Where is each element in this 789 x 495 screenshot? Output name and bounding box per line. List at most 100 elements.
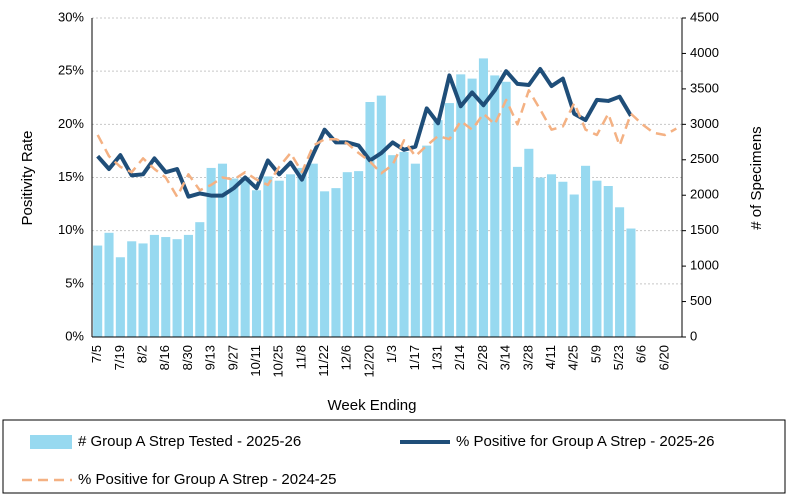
bar bbox=[603, 186, 613, 337]
line-series bbox=[96, 89, 677, 198]
bar bbox=[433, 120, 443, 337]
y2-tick-label: 1000 bbox=[690, 258, 719, 273]
bar bbox=[138, 243, 148, 337]
x-tick-label: 11/22 bbox=[316, 345, 331, 377]
bar bbox=[444, 103, 454, 337]
bar bbox=[581, 165, 591, 337]
bar bbox=[115, 257, 125, 337]
bar bbox=[286, 174, 296, 337]
x-tick-label: 5/23 bbox=[611, 345, 626, 370]
x-tick-label: 2/14 bbox=[452, 345, 467, 370]
bar bbox=[592, 180, 602, 337]
bar bbox=[512, 166, 523, 337]
bar bbox=[229, 178, 239, 337]
x-tick-label: 8/2 bbox=[134, 345, 149, 363]
y2-axis-title: # of Specimens bbox=[748, 126, 765, 229]
bar bbox=[558, 181, 568, 337]
x-tick-label: 7/5 bbox=[89, 345, 104, 363]
legend-label: % Positive for Group A Strep - 2025-26 bbox=[456, 433, 714, 450]
bar bbox=[524, 148, 534, 337]
bar bbox=[149, 234, 159, 337]
y2-tick-label: 2000 bbox=[690, 187, 719, 202]
bar bbox=[456, 74, 466, 338]
bar bbox=[569, 194, 579, 337]
bar bbox=[615, 207, 625, 337]
bar bbox=[308, 163, 318, 337]
bar bbox=[388, 155, 398, 337]
x-axis-title: Week Ending bbox=[328, 397, 417, 414]
y2-tick-label: 500 bbox=[690, 293, 712, 308]
x-tick-label: 9/13 bbox=[203, 345, 218, 370]
bar bbox=[274, 180, 284, 337]
y2-tick-label: 2500 bbox=[690, 151, 719, 166]
bar bbox=[320, 191, 330, 337]
bar bbox=[478, 58, 488, 337]
x-tick-label: 4/11 bbox=[543, 345, 558, 369]
bar bbox=[206, 167, 216, 337]
x-tick-label: 2/28 bbox=[475, 345, 490, 370]
line-series bbox=[96, 67, 633, 199]
bar bbox=[161, 237, 171, 337]
x-tick-label: 9/27 bbox=[225, 345, 240, 370]
bar bbox=[104, 232, 114, 337]
y2-tick-label: 4500 bbox=[690, 9, 719, 24]
x-tick-label: 8/16 bbox=[157, 345, 172, 370]
x-tick-label: 1/31 bbox=[429, 345, 444, 370]
bar bbox=[251, 190, 262, 337]
x-tick-label: 4/25 bbox=[566, 345, 581, 370]
x-tick-label: 8/30 bbox=[180, 345, 195, 370]
y-tick-label: 5% bbox=[65, 275, 84, 290]
legend-label: # Group A Strep Tested - 2025-26 bbox=[78, 433, 301, 450]
bar bbox=[535, 177, 545, 337]
bar bbox=[467, 78, 477, 338]
bar bbox=[172, 239, 182, 337]
x-tick-label: 3/28 bbox=[520, 345, 535, 370]
y2-tick-label: 0 bbox=[690, 328, 697, 343]
x-tick-label: 1/3 bbox=[384, 345, 399, 363]
bar bbox=[422, 145, 432, 337]
bar bbox=[410, 163, 420, 337]
bar bbox=[399, 151, 409, 337]
bar bbox=[354, 171, 364, 337]
x-tick-label: 6/20 bbox=[656, 345, 671, 370]
y-tick-label: 25% bbox=[58, 63, 84, 78]
bar bbox=[183, 234, 193, 337]
bar bbox=[331, 188, 341, 337]
legend-swatch bbox=[30, 435, 72, 449]
bar bbox=[365, 102, 375, 338]
bar bbox=[127, 241, 137, 337]
x-tick-label: 6/6 bbox=[634, 345, 649, 363]
x-tick-label: 7/19 bbox=[112, 345, 127, 370]
bar bbox=[240, 177, 250, 337]
x-tick-label: 5/9 bbox=[588, 345, 603, 363]
bar bbox=[263, 176, 273, 337]
bar bbox=[297, 167, 307, 337]
legend-box bbox=[2, 419, 786, 494]
y-tick-label: 10% bbox=[58, 222, 84, 237]
x-tick-label: 10/25 bbox=[271, 345, 286, 378]
legend-label: % Positive for Group A Strep - 2024-25 bbox=[78, 471, 336, 488]
bar bbox=[195, 222, 205, 337]
y2-tick-label: 1500 bbox=[690, 222, 719, 237]
bar bbox=[217, 163, 228, 337]
y2-tick-label: 3000 bbox=[690, 116, 719, 131]
bar bbox=[546, 174, 557, 337]
x-tick-label: 11/8 bbox=[293, 345, 308, 369]
bar bbox=[342, 172, 352, 337]
x-tick-label: 3/14 bbox=[498, 345, 513, 370]
y-tick-label: 30% bbox=[58, 9, 84, 24]
bar bbox=[501, 81, 511, 337]
y-tick-label: 0% bbox=[65, 328, 84, 343]
x-tick-label: 1/17 bbox=[407, 345, 422, 370]
y2-tick-label: 3500 bbox=[690, 80, 719, 95]
y-axis-title: Positivity Rate bbox=[19, 130, 36, 225]
y2-tick-label: 4000 bbox=[690, 45, 719, 60]
bar bbox=[626, 228, 636, 337]
bar bbox=[93, 245, 103, 337]
y-tick-label: 15% bbox=[58, 169, 84, 184]
x-tick-label: 12/6 bbox=[339, 345, 354, 370]
bar bbox=[490, 75, 500, 338]
y-tick-label: 20% bbox=[58, 116, 84, 131]
